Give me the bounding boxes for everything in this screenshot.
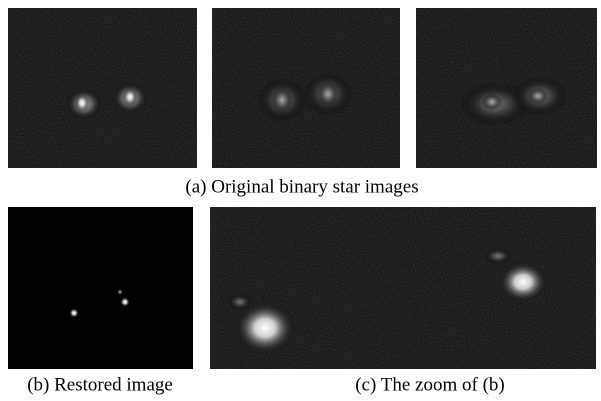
image-b (8, 207, 193, 369)
caption-b: (b) Restored image (27, 374, 173, 395)
image-c (210, 207, 596, 369)
caption-c: (c) The zoom of (b) (355, 374, 504, 395)
figure: (a) Original binary star images (b) Rest… (0, 0, 601, 401)
image-a1 (8, 8, 197, 168)
caption-a: (a) Original binary star images (185, 176, 418, 197)
image-a2 (212, 8, 400, 168)
image-a3 (416, 8, 597, 168)
